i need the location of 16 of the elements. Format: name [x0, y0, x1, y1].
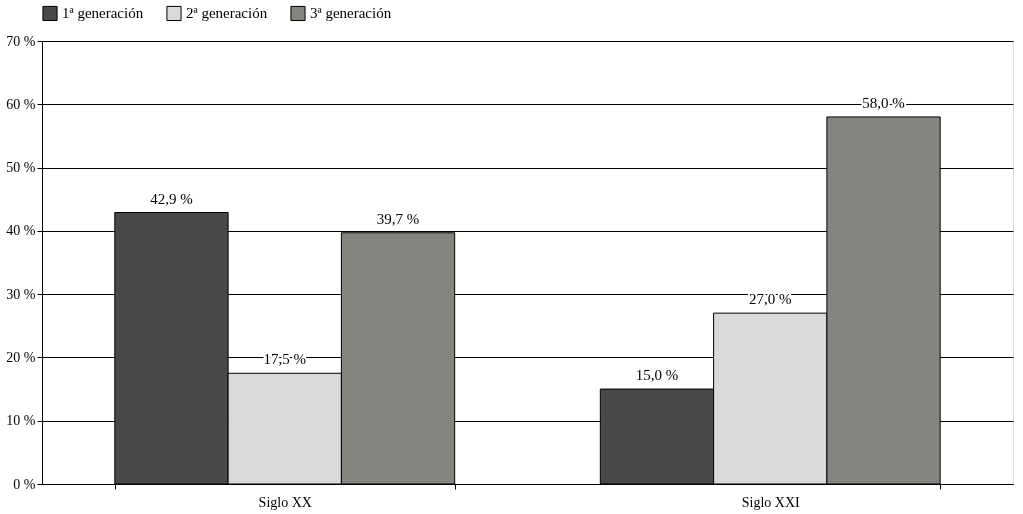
x-tick-label: Siglo XX: [258, 494, 312, 510]
data-label: 39,7 %: [376, 210, 420, 227]
y-tick-label: 60 %: [6, 96, 36, 112]
y-tick-label: 20 %: [6, 349, 36, 365]
data-label: 15,0 %: [635, 367, 679, 384]
legend-label: 3ª generación: [310, 5, 392, 22]
y-tick-label: 50 %: [6, 160, 36, 176]
data-label: 42,9 %: [150, 190, 193, 207]
y-tick-label: 70 %: [6, 33, 36, 49]
y-tick-label: 10 %: [6, 413, 36, 429]
y-tick-label: 0 %: [13, 476, 36, 492]
y-tick-label: 40 %: [6, 223, 36, 239]
legend-label: 2ª generación: [186, 5, 268, 22]
legend-label: 1ª generación: [62, 5, 144, 22]
x-tick-label: Siglo XXI: [741, 494, 801, 510]
y-tick-label: 30 %: [6, 286, 36, 302]
